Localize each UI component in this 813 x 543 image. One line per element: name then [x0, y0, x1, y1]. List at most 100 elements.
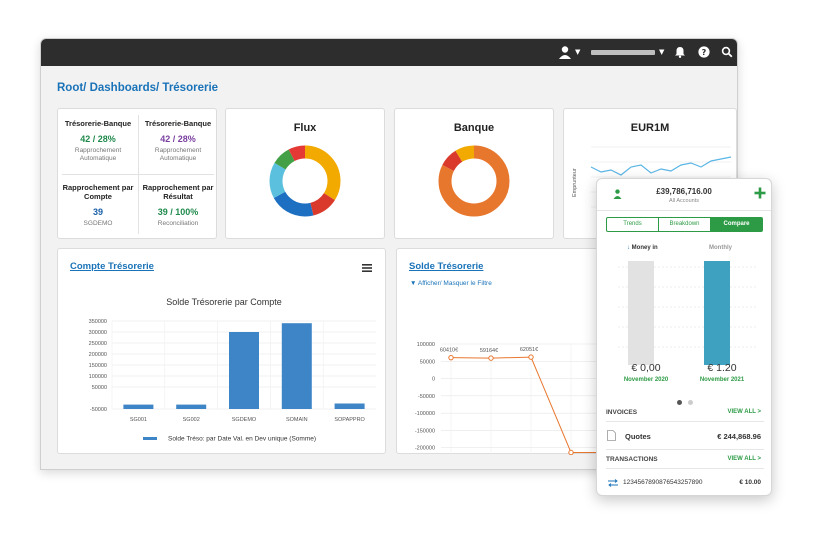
user-icon[interactable] — [613, 189, 622, 199]
eur1m-series-line — [590, 156, 732, 176]
y-tick-label: 50000 — [420, 359, 435, 365]
kpi-value: 39 — [92, 207, 103, 217]
y-tick-label: -50000 — [418, 394, 435, 400]
compte-tresorerie-title[interactable]: Compte Trésorerie — [70, 261, 154, 272]
add-icon[interactable] — [754, 187, 766, 199]
kpi-rapprochement-resultat[interactable]: Rapprochement par Résultat 39 / 100% Rec… — [138, 175, 218, 240]
compare-bar-2021[interactable] — [704, 261, 730, 365]
tab-trends[interactable]: Trends — [607, 218, 659, 231]
compte-tresorerie-card: Compte Trésorerie Solde Trésorerie par C… — [57, 248, 386, 454]
mobile-tabs: Trends Breakdown Compare — [606, 217, 763, 232]
account-balance: £39,786,716.00 — [656, 187, 712, 196]
y-tick-label: 50000 — [92, 385, 107, 391]
transaction-amount: € 10.00 — [739, 479, 761, 486]
banque-donut-chart[interactable] — [429, 136, 519, 226]
transactions-view-all-link[interactable]: VIEW ALL > — [727, 456, 761, 462]
invoices-view-all-link[interactable]: VIEW ALL > — [727, 409, 761, 415]
banque-card[interactable]: Banque — [394, 108, 554, 239]
amount-2020: € 0,00 — [631, 362, 661, 374]
transactions-heading: TRANSACTIONS — [606, 456, 658, 463]
top-bar: ▼ ▼ ? — [41, 39, 737, 66]
help-icon[interactable]: ? — [698, 46, 710, 58]
flux-card[interactable]: Flux — [225, 108, 385, 239]
kpi-tresorerie-banque-1[interactable]: Trésorerie-Banque 42 / 28% Rapprochement… — [58, 109, 138, 174]
solde-point[interactable] — [488, 355, 494, 361]
quotes-label[interactable]: Quotes — [625, 432, 651, 441]
bar-sgdemo[interactable] — [229, 332, 259, 409]
user-icon[interactable] — [557, 45, 573, 60]
money-in-selector[interactable]: ↓ Money in — [627, 245, 658, 251]
transaction-id[interactable]: 1234567890876543257890 — [623, 479, 703, 486]
document-icon — [607, 430, 616, 441]
x-tick-label: SG002 — [183, 417, 200, 423]
solde-point[interactable] — [448, 354, 454, 361]
tab-breakdown[interactable]: Breakdown — [659, 218, 711, 231]
account-scope[interactable]: All Accounts — [669, 198, 699, 204]
page-dot-active[interactable] — [677, 400, 682, 405]
menu-icon[interactable] — [361, 263, 373, 273]
username-field[interactable] — [591, 50, 655, 55]
flux-donut-chart[interactable] — [260, 136, 350, 226]
kpi-title: Trésorerie-Banque — [144, 119, 212, 128]
user-menu-caret-icon[interactable]: ▼ — [575, 48, 581, 56]
compare-bar-2020[interactable] — [628, 261, 654, 365]
breadcrumb[interactable]: Root/ Dashboards/ Trésorerie — [57, 82, 219, 94]
pagination-dots[interactable] — [677, 392, 693, 410]
kpi-subtitle: Rapprochement Automatique — [74, 147, 122, 162]
date-2020: November 2020 — [623, 377, 669, 383]
y-tick-label: -100000 — [415, 411, 435, 417]
money-in-label: Money in — [631, 245, 658, 251]
quotes-amount: € 244,868.96 — [717, 432, 761, 441]
kpi-value: 39 / 100% — [157, 207, 199, 217]
solde-tresorerie-title[interactable]: Solde Trésorerie — [409, 261, 484, 272]
solde-point-label: 59164€ — [480, 348, 498, 354]
flux-slice[interactable] — [269, 145, 341, 217]
compte-bar-chart: Solde Trésorerie par Compte Solde Tréso:… — [89, 297, 376, 443]
solde-point[interactable] — [528, 354, 534, 360]
y-tick-label: 100000 — [89, 374, 107, 380]
y-tick-label: 300000 — [89, 330, 107, 336]
tab-compare[interactable]: Compare — [711, 218, 762, 231]
banque-slice[interactable] — [438, 145, 510, 217]
kpi-card: Trésorerie-Banque 42 / 28% Rapprochement… — [57, 108, 217, 239]
arrow-down-icon: ↓ — [627, 245, 632, 251]
monthly-selector[interactable]: Monthly — [709, 245, 732, 251]
eur1m-title: EUR1M — [630, 122, 670, 134]
kpi-title: Rapprochement par Résultat — [142, 183, 214, 201]
y-tick-label: -200000 — [415, 446, 435, 452]
bar-legend[interactable]: Solde Tréso: par Date Val. en Dev unique… — [168, 436, 316, 443]
kpi-subtitle: Reconciliation — [157, 220, 199, 227]
flux-slice[interactable] — [269, 145, 341, 217]
divider — [606, 468, 764, 469]
x-tick-label: SG001 — [130, 417, 147, 423]
kpi-tresorerie-banque-2[interactable]: Trésorerie-Banque 42 / 28% Rapprochement… — [138, 109, 218, 174]
filter-toggle[interactable]: ▼ Afficher/ Masquer le Filtre — [410, 280, 492, 287]
bar-sg002[interactable] — [176, 404, 207, 409]
mobile-header: £39,786,716.00 All Accounts — [597, 179, 771, 211]
page-dot[interactable] — [688, 400, 693, 405]
kpi-subtitle: Rapprochement Automatique — [154, 147, 202, 162]
filter-icon: ▼ — [410, 280, 418, 287]
bar-sopappro[interactable] — [334, 403, 365, 410]
y-tick-label: 250000 — [89, 341, 107, 347]
flux-slice[interactable] — [269, 145, 341, 217]
transfer-icon — [608, 479, 618, 487]
divider — [606, 421, 764, 422]
y-tick-label: -50000 — [90, 407, 107, 413]
y-tick-label: 350000 — [89, 319, 107, 325]
y-tick-label: 200000 — [89, 352, 107, 358]
y-tick-label: 0 — [432, 377, 435, 383]
bar-sg001[interactable] — [123, 404, 154, 409]
divider — [62, 174, 214, 175]
solde-point[interactable] — [568, 449, 574, 455]
y-tick-label: -150000 — [415, 428, 435, 434]
svg-text:?: ? — [702, 48, 707, 57]
amount-2021: € 1.20 — [707, 362, 737, 374]
kpi-rapprochement-compte[interactable]: Rapprochement par Compte 39 SGDEMO — [58, 175, 138, 240]
y-tick-label: 150000 — [89, 363, 107, 369]
search-icon[interactable] — [721, 46, 733, 58]
account-menu-caret-icon[interactable]: ▼ — [659, 48, 665, 56]
bar-somain[interactable] — [281, 323, 312, 409]
invoices-heading: INVOICES — [606, 409, 638, 416]
bell-icon[interactable] — [674, 46, 686, 58]
